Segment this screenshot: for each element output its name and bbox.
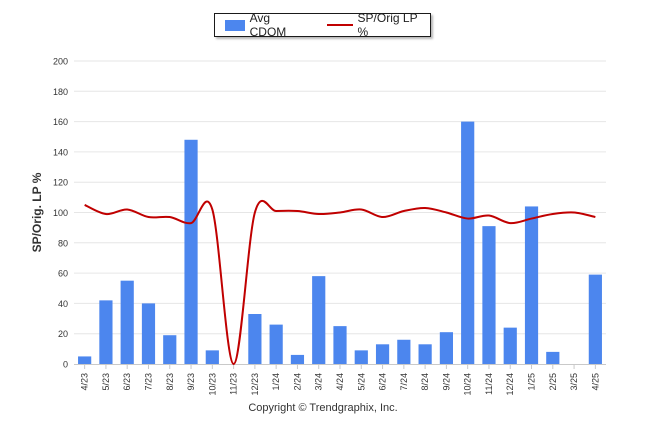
bar bbox=[333, 326, 347, 364]
x-tick-label: 3/25 bbox=[569, 373, 579, 391]
x-tick-label: 9/23 bbox=[186, 373, 196, 391]
copyright-text: Copyright © Trendgraphix, Inc. bbox=[248, 402, 398, 414]
x-tick-label: 12/24 bbox=[505, 373, 515, 396]
x-tick-label: 2/25 bbox=[548, 373, 558, 391]
bar bbox=[163, 335, 177, 364]
bar bbox=[482, 226, 496, 364]
x-tick-label: 10/24 bbox=[463, 373, 473, 396]
sp-orig-line bbox=[84, 199, 596, 366]
x-tick-label: 7/24 bbox=[399, 373, 409, 391]
bar bbox=[184, 139, 198, 364]
legend-swatch-bar bbox=[225, 19, 245, 31]
x-tick-label: 8/24 bbox=[420, 373, 430, 391]
y-tick-label: 160 bbox=[53, 117, 68, 127]
x-tick-label: 4/25 bbox=[590, 373, 600, 391]
bar bbox=[269, 324, 283, 364]
x-tick-label: 6/23 bbox=[122, 373, 132, 391]
x-tick-label: 12/23 bbox=[250, 373, 260, 396]
x-tick-label: 7/23 bbox=[143, 373, 153, 391]
x-tick-label: 6/24 bbox=[378, 373, 388, 391]
bar bbox=[375, 344, 390, 364]
bar bbox=[141, 303, 156, 364]
y-tick-label: 60 bbox=[58, 269, 68, 279]
y-tick-label: 40 bbox=[58, 299, 68, 309]
bar bbox=[418, 344, 432, 364]
y-tick-label: 180 bbox=[53, 87, 68, 97]
x-tick-label: 3/24 bbox=[314, 373, 324, 391]
legend: Avg CDOM SP/Orig LP % bbox=[214, 11, 431, 39]
x-tick-label: 9/24 bbox=[441, 373, 451, 391]
x-tick-label: 1/25 bbox=[527, 373, 537, 391]
bar bbox=[439, 332, 453, 364]
legend-label-sp-orig: SP/Orig LP % bbox=[357, 11, 418, 39]
bar bbox=[120, 280, 134, 364]
legend-item-avg-cdom: Avg CDOM bbox=[215, 11, 309, 39]
y-tick-label: 20 bbox=[58, 329, 68, 339]
bar bbox=[205, 350, 219, 364]
legend-item-sp-orig: SP/Orig LP % bbox=[309, 11, 430, 39]
bar bbox=[99, 300, 113, 364]
bar bbox=[354, 350, 368, 364]
y-tick-label: 200 bbox=[53, 57, 68, 67]
x-tick-label: 4/23 bbox=[80, 373, 90, 391]
bar bbox=[503, 327, 517, 364]
legend-label-avg-cdom: Avg CDOM bbox=[249, 11, 287, 39]
bar bbox=[78, 356, 92, 364]
legend-swatch-line bbox=[327, 24, 353, 26]
x-tick-label: 5/24 bbox=[356, 373, 366, 391]
bar bbox=[312, 276, 326, 364]
bar bbox=[290, 354, 305, 364]
x-tick-label: 10/23 bbox=[207, 373, 217, 396]
x-tick-label: 11/23 bbox=[229, 373, 239, 395]
x-tick-label: 11/24 bbox=[484, 373, 494, 395]
bar bbox=[248, 314, 262, 364]
y-tick-label: 100 bbox=[53, 208, 68, 218]
x-tick-label: 8/23 bbox=[165, 373, 175, 391]
bar bbox=[397, 339, 411, 364]
bar bbox=[546, 351, 560, 364]
x-tick-label: 2/24 bbox=[292, 373, 302, 391]
x-tick-label: 5/23 bbox=[101, 373, 111, 391]
y-axis-label: SP/Orig. LP % bbox=[30, 172, 44, 252]
bar bbox=[588, 274, 602, 364]
bar bbox=[461, 121, 475, 364]
x-tick-label: 4/24 bbox=[335, 373, 345, 391]
y-tick-label: 120 bbox=[53, 178, 68, 188]
x-tick-label: 1/24 bbox=[271, 373, 281, 391]
y-tick-label: 0 bbox=[63, 360, 68, 370]
y-tick-label: 140 bbox=[53, 147, 68, 157]
bar bbox=[524, 206, 539, 364]
y-tick-label: 80 bbox=[58, 238, 68, 248]
